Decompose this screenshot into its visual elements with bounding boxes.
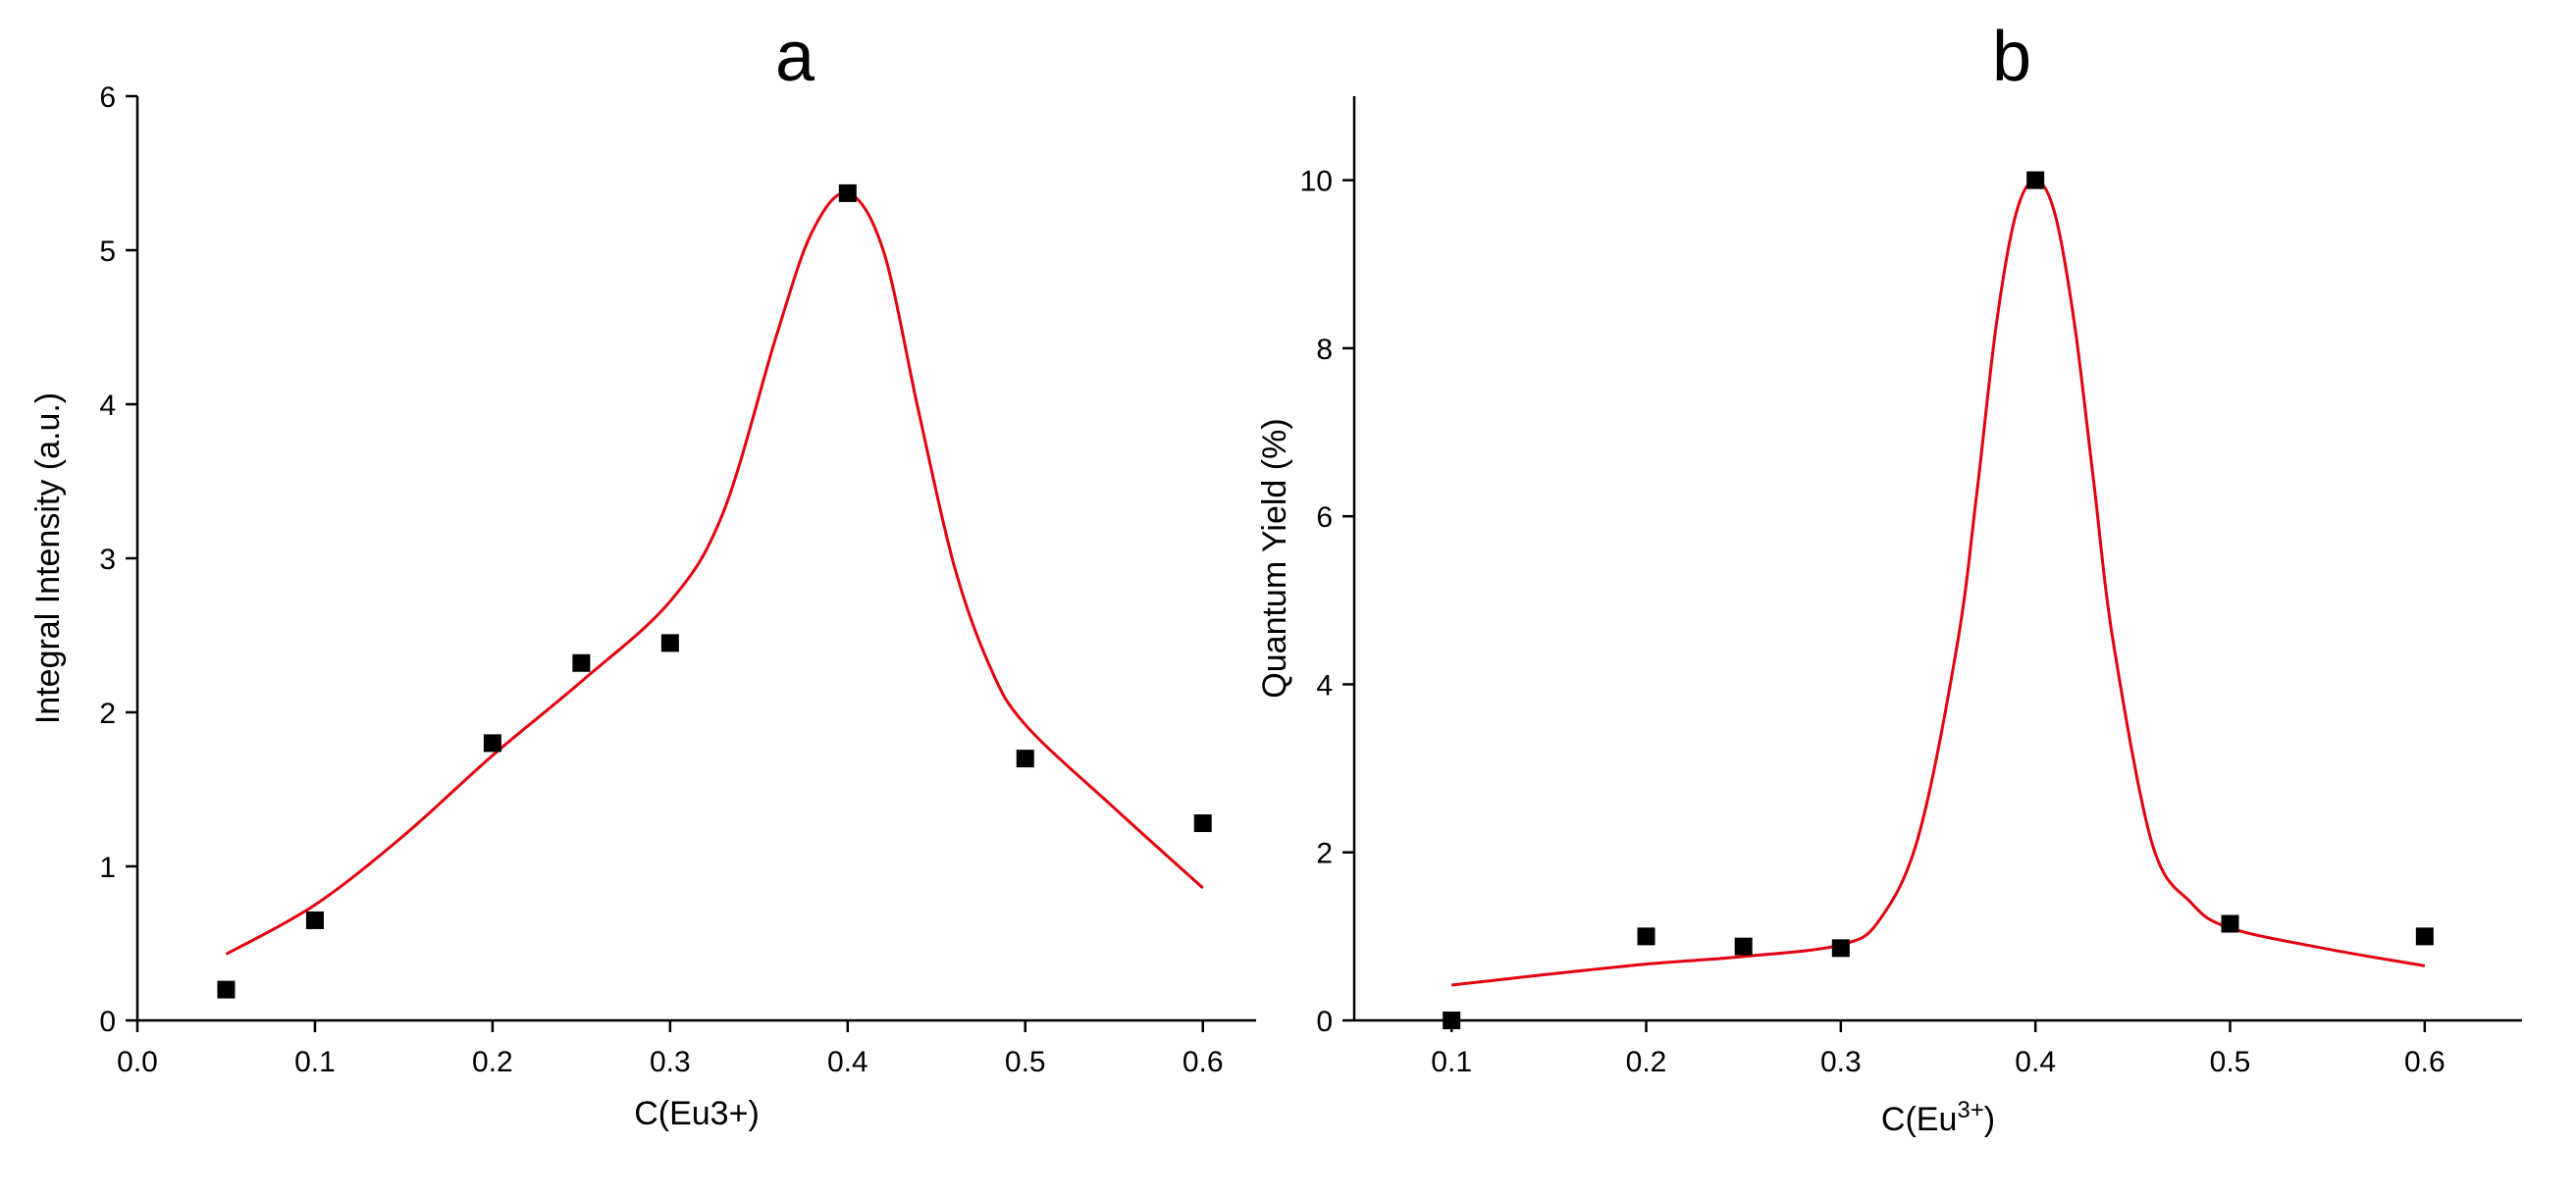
y-axis-title: Quantum Yield (%) xyxy=(1256,418,1293,698)
x-tick-label: 0.1 xyxy=(294,1046,336,1078)
x-axis-title-end: ) xyxy=(1984,1101,1995,1138)
x-tick-label: 0.4 xyxy=(827,1046,868,1078)
data-point xyxy=(572,653,591,672)
y-tick-label: 0 xyxy=(99,1006,116,1038)
data-point xyxy=(217,980,236,999)
data-point xyxy=(1734,937,1753,956)
y-tick-label: 3 xyxy=(99,544,116,576)
y-tick-label: 0 xyxy=(1316,1006,1333,1038)
y-tick-label: 8 xyxy=(1316,334,1333,366)
x-tick-label: 0.2 xyxy=(1626,1046,1667,1078)
x-tick-label: 0.3 xyxy=(1820,1046,1862,1078)
x-axis-title: C(Eu3+) xyxy=(634,1095,760,1132)
x-tick-label: 0.3 xyxy=(650,1046,691,1078)
data-point xyxy=(838,183,857,202)
y-tick-label: 10 xyxy=(1300,166,1333,198)
x-axis-title-superscript: 3+ xyxy=(1957,1097,1983,1123)
data-point xyxy=(2221,914,2239,933)
x-tick-label: 0.4 xyxy=(2015,1046,2056,1078)
data-point xyxy=(1637,927,1656,946)
y-tick-label: 1 xyxy=(99,852,116,884)
fit-curve xyxy=(1451,179,2426,987)
data-point xyxy=(1193,814,1212,833)
y-tick-label: 4 xyxy=(99,390,116,422)
x-tick-label: 0.6 xyxy=(2404,1046,2445,1078)
y-tick-label: 4 xyxy=(1316,669,1333,702)
x-axis-title: C(Eu3+) xyxy=(1881,1097,1995,1139)
x-axis-title-base: C(Eu xyxy=(1881,1101,1957,1138)
y-tick-label: 6 xyxy=(99,81,116,114)
x-tick-label: 0.1 xyxy=(1431,1046,1472,1078)
x-tick-label: 0.5 xyxy=(1005,1046,1046,1078)
fit-curve xyxy=(225,191,1204,956)
chart-panel-b: 0.1 0.2 0.3 0.4 0.5 0.6 0 2 4 6 8 10 b Quantum Yield … xyxy=(1256,18,2522,1138)
data-point xyxy=(1443,1012,1461,1029)
y-tick-label: 2 xyxy=(1316,838,1333,870)
data-point xyxy=(2026,171,2045,189)
x-tick-label: 0.0 xyxy=(117,1046,158,1078)
y-tick-label: 2 xyxy=(99,698,116,730)
panel-label: a xyxy=(775,18,815,96)
data-point xyxy=(660,634,679,652)
y-tick-label: 6 xyxy=(1316,501,1333,534)
data-point xyxy=(483,734,501,753)
x-tick-label: 0.6 xyxy=(1183,1046,1224,1078)
chart-panel-a: 0.0 0.1 0.2 0.3 0.4 0.5 0.6 0 1 2 3 4 5 6 a Integral In… xyxy=(29,18,1256,1132)
x-tick-label: 0.5 xyxy=(2210,1046,2251,1078)
y-axis-title: Integral Intensity (a.u.) xyxy=(29,392,67,724)
y-tick-label: 5 xyxy=(99,235,116,268)
data-point xyxy=(305,911,324,929)
data-point xyxy=(1831,939,1850,958)
x-tick-label: 0.2 xyxy=(472,1046,513,1078)
data-point xyxy=(2415,927,2434,946)
data-point xyxy=(1016,750,1034,768)
panel-label: b xyxy=(1992,18,2031,96)
